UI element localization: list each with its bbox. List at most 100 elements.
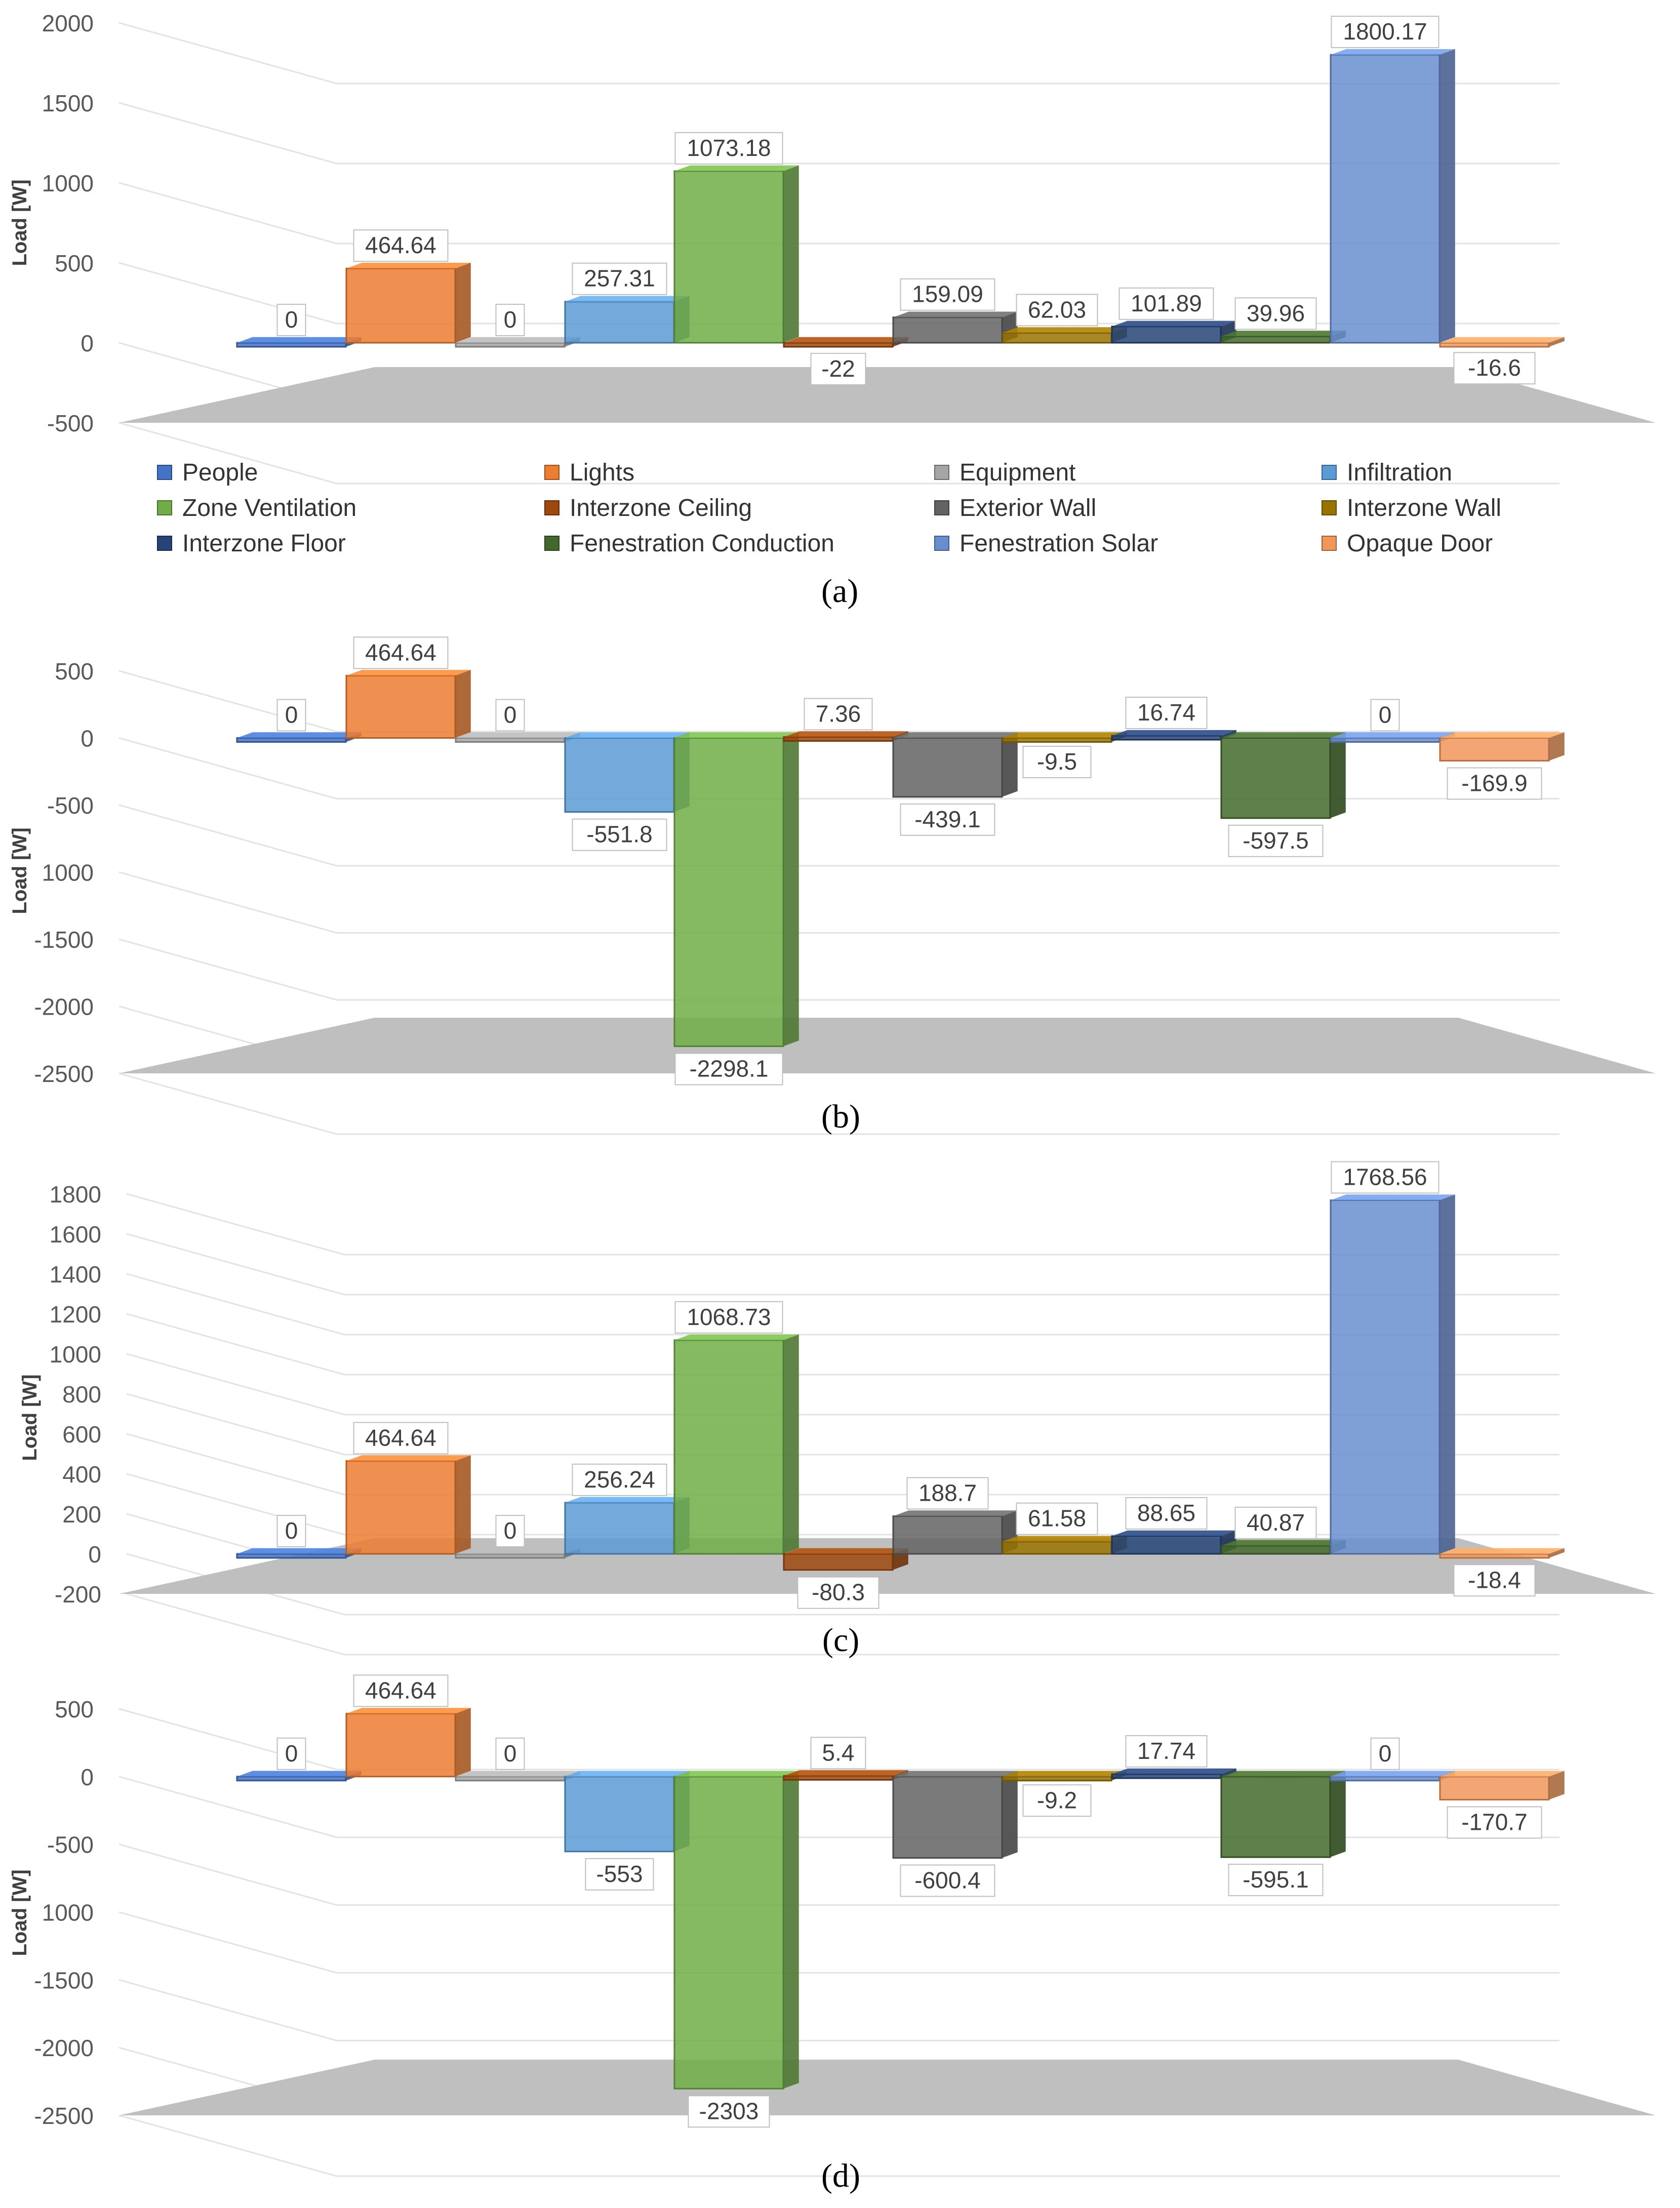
gridline [118, 102, 1559, 165]
data-label: -2303 [699, 2098, 759, 2124]
bar-front [345, 1460, 456, 1555]
data-label-box [688, 2095, 770, 2128]
gridline [118, 871, 1559, 934]
y-tick-label: 1200 [50, 1301, 101, 1328]
data-label: -2298.1 [689, 1055, 768, 1081]
bar-interzone-ceiling [783, 1548, 908, 1571]
data-label: 61.58 [1028, 1505, 1086, 1532]
bar-side [1549, 337, 1565, 347]
bar-side [783, 1334, 799, 1554]
bar-opaque-door [1439, 1771, 1565, 1801]
data-label-box [1234, 1506, 1317, 1539]
gridline [126, 1273, 1559, 1336]
bar-top [456, 1771, 580, 1777]
y-tick-label: 800 [62, 1381, 101, 1408]
bar-top [1440, 732, 1565, 738]
bar-front [236, 737, 347, 743]
y-tick-label: 1000 [42, 170, 94, 196]
bar-front [1111, 1773, 1222, 1779]
legend-item-fenestration-conduction: Fenestration Conduction [544, 526, 834, 561]
data-label: 0 [285, 1517, 298, 1544]
bar-side [1439, 1194, 1455, 1554]
y-tick-label: 1400 [50, 1261, 101, 1288]
bar-top [674, 732, 799, 738]
legend-label: Interzone Floor [182, 530, 346, 557]
data-label: 464.64 [365, 639, 436, 665]
legend-label: Fenestration Conduction [570, 530, 834, 557]
data-label-box [572, 818, 667, 851]
bar-top [1440, 337, 1565, 343]
data-label: 1068.73 [687, 1304, 771, 1330]
floor-plane [119, 2060, 1656, 2115]
legend-swatch [544, 465, 559, 480]
data-label-box [674, 1301, 783, 1334]
gridline [118, 804, 1559, 867]
bar-front [345, 1712, 456, 1778]
y-tick-label: -500 [47, 792, 94, 819]
bar-front [1220, 335, 1331, 344]
bar-people [236, 1548, 362, 1559]
bar-front [1439, 737, 1550, 762]
bar-top [893, 732, 1018, 738]
bar-top [1221, 732, 1346, 738]
legend-label: Infiltration [1347, 459, 1453, 486]
data-label: 5.4 [822, 1739, 855, 1765]
data-label: 0 [285, 1740, 298, 1767]
bar-equipment [455, 337, 580, 348]
data-label-box [353, 1422, 449, 1455]
data-label: 0 [1379, 1740, 1392, 1767]
legend-label: Interzone Ceiling [570, 494, 752, 521]
legend-label: Opaque Door [1347, 530, 1493, 557]
y-tick-label: -2000 [34, 994, 94, 1020]
data-label: 0 [285, 702, 298, 728]
bar-top [565, 1497, 690, 1503]
y-tick-label: 1000 [50, 1341, 101, 1368]
bar-top [237, 1548, 362, 1554]
bar-people [236, 337, 362, 348]
bar-top [565, 296, 690, 302]
bar-side [783, 732, 799, 1047]
y-tick-label: 500 [55, 250, 94, 276]
bar-front [564, 1776, 675, 1853]
legend-swatch [934, 465, 949, 480]
bar-front [455, 1776, 566, 1782]
bar-fenestration-solar [1330, 1194, 1455, 1555]
bar-exterior-wall [892, 1771, 1018, 1859]
bar-front [236, 1553, 347, 1559]
bar-front [1002, 332, 1112, 344]
bar-side [455, 262, 471, 343]
gridline [118, 1776, 1559, 1838]
bar-front [892, 1776, 1003, 1859]
chart-panel--b-: 500 0 -500 1000 -1500 -2000 -2500 Load [W] 0 464.… [9, 636, 1656, 1135]
data-label-box [495, 1515, 525, 1547]
bar-front [1439, 1776, 1550, 1801]
legend-swatch [1322, 536, 1337, 551]
y-tick-label: 0 [81, 726, 94, 752]
legend-item-interzone-floor: Interzone Floor [157, 526, 346, 561]
panel-label-c: (c) [822, 1622, 860, 1659]
bar-exterior-wall [892, 1510, 1018, 1555]
data-label: 0 [285, 306, 298, 333]
data-label-box [495, 699, 525, 732]
data-label-box [1016, 294, 1098, 327]
data-label-box [900, 1864, 995, 1897]
data-label-box [1228, 824, 1324, 857]
data-label-box [353, 229, 449, 262]
data-label-box [1370, 1737, 1400, 1770]
legend-label: Exterior Wall [959, 494, 1097, 521]
bar-front [236, 342, 347, 348]
bar-front [1330, 737, 1441, 743]
y-tick-label: 500 [55, 658, 94, 685]
data-label-box [276, 1515, 306, 1547]
y-tick-label: 200 [62, 1501, 101, 1528]
data-label: 1768.56 [1343, 1163, 1427, 1190]
bar-top [237, 1771, 362, 1777]
bar-interzone-ceiling [783, 337, 908, 348]
data-label-box [495, 304, 525, 336]
bar-top [456, 337, 580, 343]
bar-equipment [455, 732, 580, 743]
bar-front [564, 737, 675, 813]
data-label-box [810, 1737, 866, 1770]
gridline [118, 1979, 1559, 2041]
bar-side [1002, 732, 1018, 797]
